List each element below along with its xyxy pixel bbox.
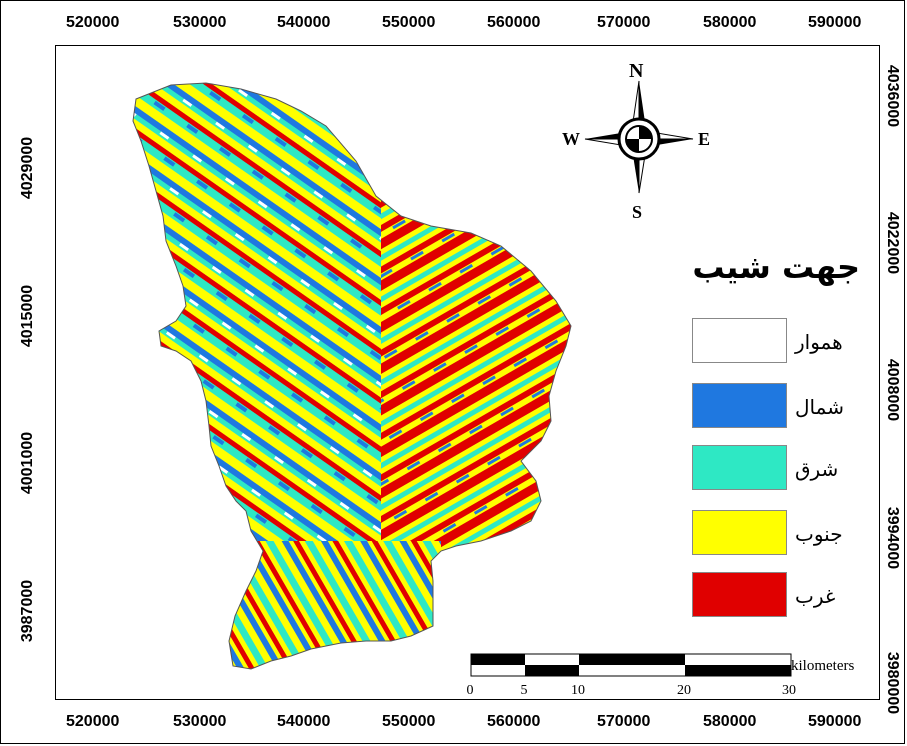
scale-bar	[470, 653, 792, 677]
legend-label-flat: هموار	[795, 330, 843, 354]
compass-west-label: W	[562, 129, 580, 149]
y-tick-right: 3980000	[884, 651, 901, 715]
y-tick-right: 4036000	[884, 64, 901, 128]
legend-label-west: غرب	[795, 584, 836, 608]
y-tick-right: 4022000	[884, 211, 901, 275]
compass-rose	[584, 80, 694, 194]
legend-title: جهت شيب	[692, 248, 860, 286]
x-tick-top: 540000	[277, 14, 331, 31]
legend-swatch-flat	[692, 318, 787, 363]
y-tick-right: 3994000	[884, 506, 901, 570]
scale-label: 10	[571, 683, 585, 698]
x-tick-bottom: 520000	[66, 713, 120, 730]
legend-swatch-east	[692, 445, 787, 490]
aspect-map	[132, 80, 792, 677]
x-tick-bottom: 590000	[808, 713, 862, 730]
legend-swatch-north	[692, 383, 787, 428]
x-tick-top: 550000	[382, 14, 436, 31]
x-tick-top: 530000	[173, 14, 227, 31]
x-tick-top: 580000	[703, 14, 757, 31]
legend-label-south: جنوب	[795, 522, 843, 546]
compass-north-label: N	[629, 60, 644, 82]
scale-label: 30	[782, 683, 796, 698]
scale-label: 20	[677, 683, 691, 698]
compass-east-label: E	[698, 129, 711, 149]
y-tick-left: 3987000	[19, 579, 36, 643]
x-tick-bottom: 550000	[382, 713, 436, 730]
x-tick-top: 560000	[487, 14, 541, 31]
legend-swatch-west	[692, 572, 787, 617]
y-tick-left: 4001000	[19, 431, 36, 495]
legend-swatch-south	[692, 510, 787, 555]
scale-units: kilometers	[791, 658, 855, 674]
legend-label-east: شرق	[795, 457, 839, 481]
x-tick-bottom: 560000	[487, 713, 541, 730]
x-tick-bottom: 530000	[173, 713, 227, 730]
x-tick-top: 570000	[597, 14, 651, 31]
y-tick-left: 4029000	[19, 136, 36, 200]
scale-label: 0	[466, 683, 474, 698]
y-tick-left: 4015000	[19, 284, 36, 348]
scale-label: 5	[520, 683, 528, 698]
x-tick-top: 520000	[66, 14, 120, 31]
y-tick-right: 4008000	[884, 358, 901, 422]
x-tick-bottom: 540000	[277, 713, 331, 730]
compass-south-label: S	[632, 202, 643, 222]
legend-label-north: شمال	[795, 395, 844, 419]
x-tick-bottom: 570000	[597, 713, 651, 730]
x-tick-top: 590000	[808, 14, 862, 31]
x-tick-bottom: 580000	[703, 713, 757, 730]
